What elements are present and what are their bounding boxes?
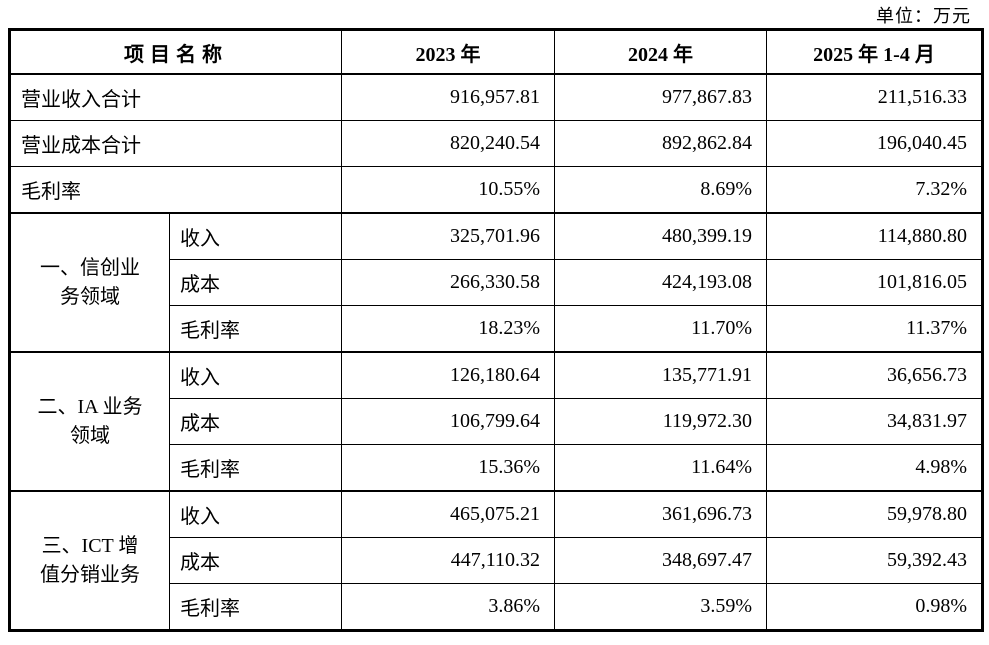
cell-value: 59,978.80 — [766, 490, 983, 538]
table-row-gross-margin: 毛利率 10.55% 8.69% 7.32% — [9, 166, 983, 214]
column-header-2025: 2025 年 1-4 月 — [766, 29, 983, 75]
cell-value: 465,075.21 — [341, 490, 555, 538]
cell-value: 424,193.08 — [554, 259, 767, 306]
group-name: 二、IA 业务 领域 — [9, 351, 170, 492]
cell-value: 11.70% — [554, 305, 767, 353]
cell-value: 361,696.73 — [554, 490, 767, 538]
cell-value: 15.36% — [341, 444, 555, 492]
cell-value: 3.86% — [341, 583, 555, 631]
financial-table: 项目名称 2023 年 2024 年 2025 年 1-4 月 营业收入合计 9… — [8, 28, 984, 632]
table-row-group3-margin: 毛利率 3.86% 3.59% 0.98% — [10, 583, 983, 631]
table-row-group3-cost: 成本 447,110.32 348,697.47 59,392.43 — [10, 537, 983, 584]
cell-value: 135,771.91 — [554, 351, 767, 399]
cell-value: 36,656.73 — [766, 351, 983, 399]
cell-value: 325,701.96 — [341, 212, 555, 260]
metric-label: 成本 — [169, 537, 342, 584]
cell-value: 101,816.05 — [766, 259, 983, 306]
cell-value: 820,240.54 — [341, 120, 555, 167]
metric-label: 毛利率 — [169, 583, 342, 631]
cell-value: 0.98% — [766, 583, 983, 631]
row-label: 毛利率 — [9, 166, 342, 214]
cell-value: 3.59% — [554, 583, 767, 631]
table-row-group1-margin: 毛利率 18.23% 11.70% 11.37% — [10, 305, 983, 353]
cell-value: 10.55% — [341, 166, 555, 214]
row-label: 营业收入合计 — [9, 73, 342, 121]
cell-value: 126,180.64 — [341, 351, 555, 399]
table-row-group1-cost: 成本 266,330.58 424,193.08 101,816.05 — [10, 259, 983, 306]
metric-label: 成本 — [169, 259, 342, 306]
column-header-item: 项目名称 — [9, 29, 342, 75]
cell-value: 348,697.47 — [554, 537, 767, 584]
table-header-row: 项目名称 2023 年 2024 年 2025 年 1-4 月 — [9, 29, 983, 75]
cell-value: 34,831.97 — [766, 398, 983, 445]
metric-label: 收入 — [169, 490, 342, 538]
table-row-group2-cost: 成本 106,799.64 119,972.30 34,831.97 — [10, 398, 983, 445]
table-row-group2-revenue: 二、IA 业务 领域 收入 126,180.64 135,771.91 36,6… — [9, 351, 983, 492]
cell-value: 11.37% — [766, 305, 983, 353]
group-name: 一、信创业 务领域 — [9, 212, 170, 353]
table-row-total-revenue: 营业收入合计 916,957.81 977,867.83 211,516.33 — [9, 73, 983, 121]
table-row-group1-revenue: 一、信创业 务领域 收入 325,701.96 480,399.19 114,8… — [9, 212, 983, 353]
unit-label: 单位：万元 — [876, 6, 971, 26]
column-header-2024: 2024 年 — [554, 29, 767, 75]
cell-value: 7.32% — [766, 166, 983, 214]
table-row-group3-revenue: 三、ICT 增 值分销业务 收入 465,075.21 361,696.73 5… — [9, 490, 983, 631]
cell-value: 11.64% — [554, 444, 767, 492]
cell-value: 480,399.19 — [554, 212, 767, 260]
metric-label: 成本 — [169, 398, 342, 445]
metric-label: 毛利率 — [169, 444, 342, 492]
cell-value: 114,880.80 — [766, 212, 983, 260]
table-row-total-cost: 营业成本合计 820,240.54 892,862.84 196,040.45 — [9, 120, 983, 167]
metric-label: 毛利率 — [169, 305, 342, 353]
cell-value: 447,110.32 — [341, 537, 555, 584]
cell-value: 266,330.58 — [341, 259, 555, 306]
table-row-group2-margin: 毛利率 15.36% 11.64% 4.98% — [10, 444, 983, 492]
cell-value: 892,862.84 — [554, 120, 767, 167]
cell-value: 106,799.64 — [341, 398, 555, 445]
cell-value: 977,867.83 — [554, 73, 767, 121]
metric-label: 收入 — [169, 351, 342, 399]
group-name: 三、ICT 增 值分销业务 — [9, 490, 170, 631]
cell-value: 916,957.81 — [341, 73, 555, 121]
column-header-2023: 2023 年 — [341, 29, 555, 75]
row-label: 营业成本合计 — [9, 120, 342, 167]
cell-value: 18.23% — [341, 305, 555, 353]
cell-value: 211,516.33 — [766, 73, 983, 121]
cell-value: 119,972.30 — [554, 398, 767, 445]
cell-value: 4.98% — [766, 444, 983, 492]
cell-value: 59,392.43 — [766, 537, 983, 584]
cell-value: 196,040.45 — [766, 120, 983, 167]
metric-label: 收入 — [169, 212, 342, 260]
cell-value: 8.69% — [554, 166, 767, 214]
